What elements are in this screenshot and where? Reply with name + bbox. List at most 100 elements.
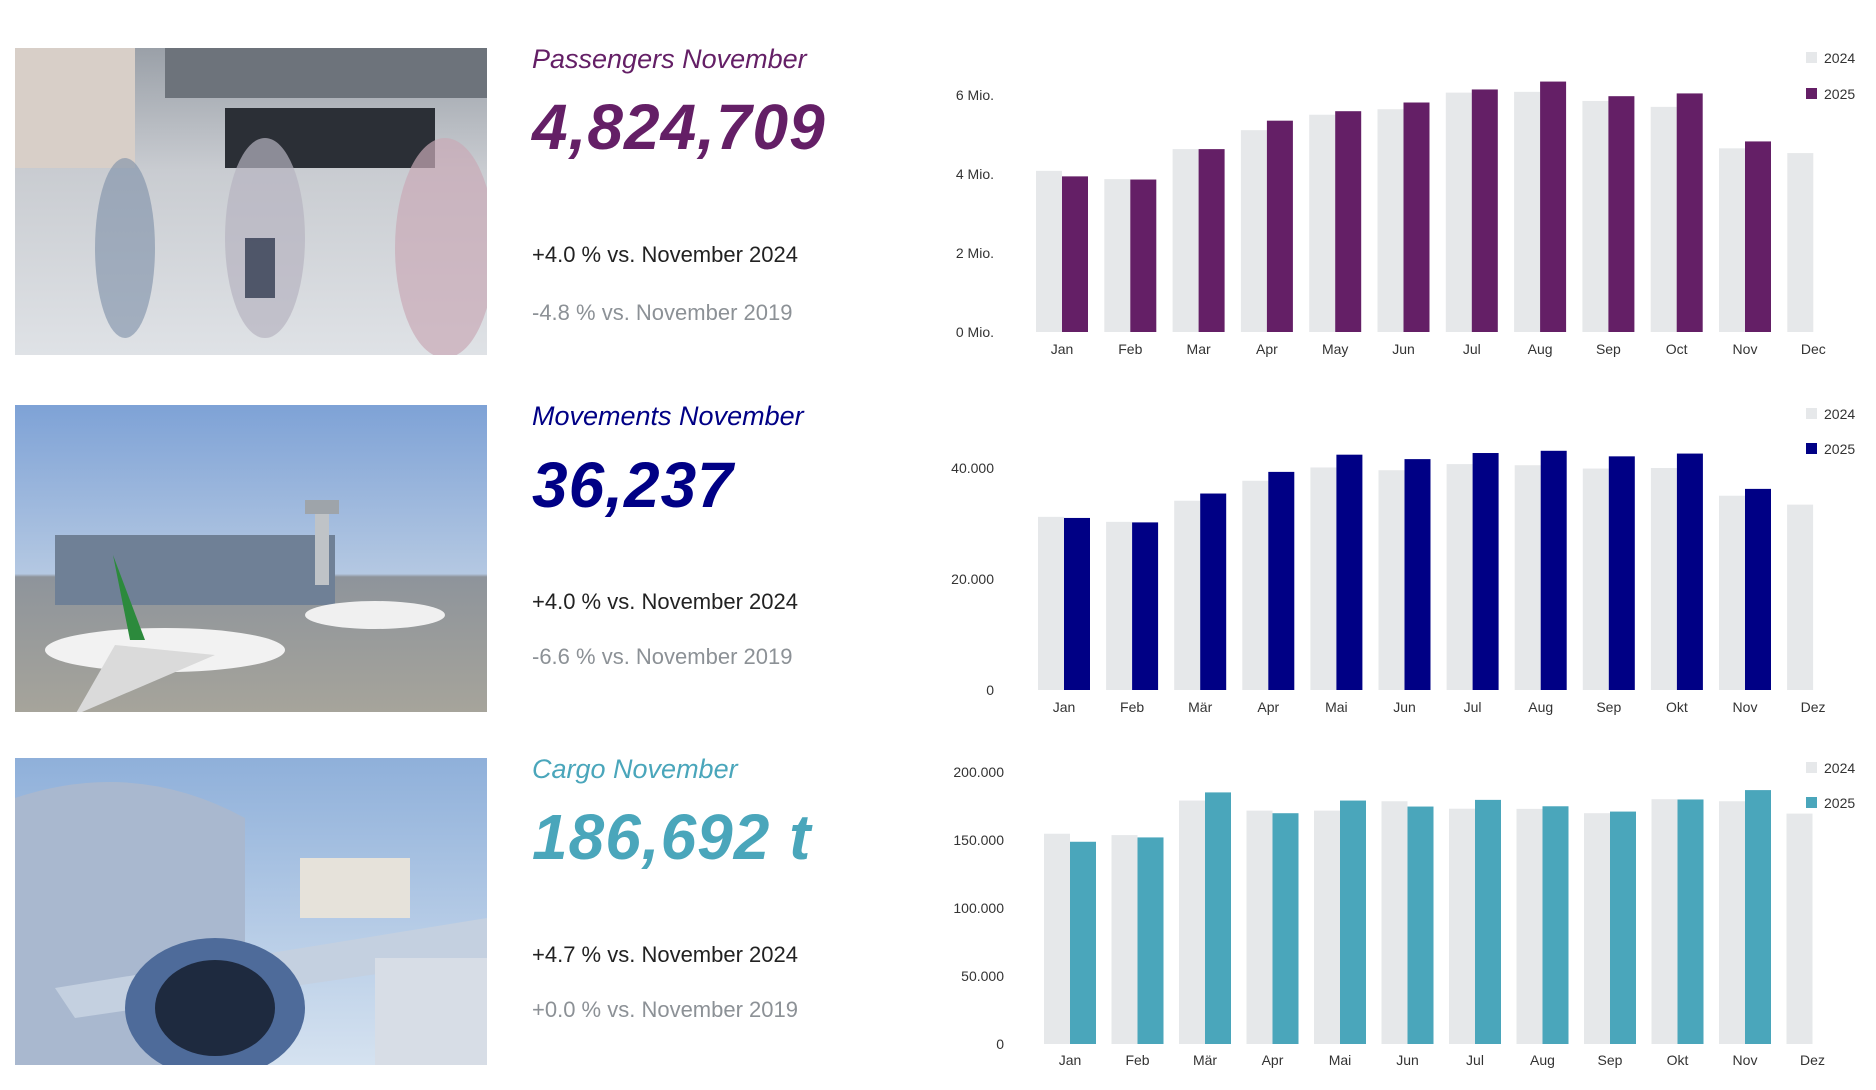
- x-tick-label: Jan: [1051, 341, 1074, 357]
- kpi-value: 36,237: [532, 449, 734, 521]
- legend-label: 2024: [1824, 760, 1855, 776]
- x-tick-label: Feb: [1120, 699, 1144, 715]
- airport-terminal-photo: [15, 48, 487, 355]
- legend-label: 2024: [1824, 50, 1855, 66]
- bar-2025-Aug: [1540, 81, 1567, 332]
- bar-2025-Nov: [1745, 141, 1771, 332]
- bar-2025-Mar: [1198, 149, 1225, 332]
- legend-label: 2024: [1824, 406, 1855, 422]
- y-tick-label: 0: [996, 1036, 1004, 1052]
- comparison-2019: +0.0 % vs. November 2019: [532, 997, 798, 1022]
- y-tick-label: 6 Mio.: [956, 87, 994, 103]
- bar-2025-Aug: [1542, 806, 1569, 1044]
- bar-2024-Jan: [1044, 833, 1070, 1044]
- bar-2025-Feb: [1137, 837, 1164, 1044]
- y-tick-label: 40.000: [951, 460, 994, 476]
- x-tick-label: Aug: [1528, 699, 1553, 715]
- y-tick-label: 150.000: [953, 832, 1004, 848]
- bar-2025-Sep: [1610, 811, 1636, 1044]
- bar-2025-Jul: [1472, 453, 1499, 690]
- x-tick-label: Jun: [1393, 699, 1416, 715]
- bar-2024-Sep: [1582, 100, 1609, 332]
- bar-2025-Mär: [1205, 792, 1231, 1044]
- bar-2024-Aug: [1514, 91, 1541, 332]
- x-tick-label: Oct: [1666, 341, 1688, 357]
- legend-swatch-2024: [1806, 52, 1817, 63]
- legend-label: 2025: [1824, 86, 1855, 102]
- section-title: Movements November: [532, 401, 804, 431]
- bar-2024-Sep: [1582, 468, 1609, 690]
- bar-2024-Nov: [1719, 148, 1745, 332]
- x-tick-label: May: [1322, 341, 1348, 357]
- bar-2025-Oct: [1676, 93, 1703, 332]
- bar-2025-Okt: [1676, 453, 1703, 690]
- bar-2024-Jan: [1036, 170, 1062, 332]
- x-tick-label: Feb: [1118, 341, 1142, 357]
- y-tick-label: 0: [986, 682, 994, 698]
- x-tick-label: Okt: [1666, 699, 1688, 715]
- legend-swatch-2025: [1806, 88, 1817, 99]
- bar-2024-Apr: [1242, 480, 1269, 690]
- bar-2025-Apr: [1272, 813, 1299, 1044]
- comparison-prev-year: +4.7 % vs. November 2024: [532, 942, 798, 967]
- bar-2024-Jul: [1446, 464, 1473, 690]
- x-tick-label: Nov: [1733, 1052, 1758, 1068]
- bar-2025-Feb: [1132, 522, 1159, 690]
- x-tick-label: Sep: [1598, 1052, 1623, 1068]
- bar-2024-Jun: [1377, 109, 1404, 332]
- legend-swatch-2024: [1806, 762, 1817, 773]
- x-tick-label: Mai: [1329, 1052, 1352, 1068]
- bar-2024-Jul: [1449, 808, 1475, 1044]
- bar-2024-Mar: [1172, 149, 1199, 332]
- bar-2024-Oct: [1650, 106, 1677, 332]
- x-tick-label: Apr: [1262, 1052, 1284, 1068]
- bar-2024-Dez: [1787, 504, 1814, 690]
- x-tick-label: Jul: [1464, 699, 1482, 715]
- legend-swatch-2025: [1806, 797, 1817, 808]
- bar-2024-Feb: [1106, 521, 1133, 690]
- bar-2024-Jun: [1381, 801, 1408, 1044]
- comparison-2019: -4.8 % vs. November 2019: [532, 300, 793, 325]
- y-tick-label: 200.000: [953, 764, 1004, 780]
- kpi-value: 4,824,709: [532, 91, 826, 163]
- bar-2025-Jun: [1407, 806, 1434, 1044]
- bar-2025-Okt: [1677, 799, 1704, 1044]
- x-tick-label: Jul: [1466, 1052, 1484, 1068]
- x-tick-label: Jan: [1053, 699, 1076, 715]
- x-tick-label: Aug: [1528, 341, 1553, 357]
- x-tick-label: Jun: [1392, 341, 1415, 357]
- y-tick-label: 4 Mio.: [956, 166, 994, 182]
- x-tick-label: Dez: [1801, 699, 1826, 715]
- bar-2025-May: [1335, 111, 1362, 332]
- bar-2025-Mai: [1340, 800, 1366, 1044]
- x-tick-label: Dez: [1800, 1052, 1825, 1068]
- bar-2025-Apr: [1266, 120, 1293, 332]
- x-tick-label: Apr: [1257, 699, 1279, 715]
- bar-2024-Jan: [1038, 516, 1064, 690]
- cargo-aircraft-photo: [15, 758, 487, 1065]
- x-tick-label: Apr: [1256, 341, 1278, 357]
- bar-2025-Mär: [1200, 493, 1227, 690]
- comparison-prev-year: +4.0 % vs. November 2024: [532, 589, 798, 614]
- aircraft-apron-photo: [15, 405, 487, 712]
- bar-2024-Aug: [1516, 808, 1543, 1044]
- bar-2025-Aug: [1540, 450, 1567, 690]
- bar-2025-Sep: [1608, 96, 1635, 332]
- bar-2025-Jul: [1475, 799, 1501, 1044]
- y-tick-label: 20.000: [951, 571, 994, 587]
- bar-2024-Sep: [1584, 813, 1610, 1044]
- x-tick-label: Mar: [1187, 341, 1211, 357]
- bar-2025-Sep: [1608, 456, 1635, 690]
- bar-2024-Feb: [1111, 835, 1138, 1044]
- x-tick-label: Mai: [1325, 699, 1348, 715]
- comparison-prev-year: +4.0 % vs. November 2024: [532, 242, 798, 267]
- kpi-value: 186,692 t: [532, 801, 812, 873]
- legend-swatch-2025: [1806, 443, 1817, 454]
- comparison-2019: -6.6 % vs. November 2019: [532, 644, 793, 669]
- bar-2024-Okt: [1650, 468, 1677, 690]
- x-tick-label: Jun: [1396, 1052, 1419, 1068]
- bar-2024-Jul: [1445, 92, 1472, 332]
- bar-2025-Jan: [1062, 176, 1088, 332]
- x-tick-label: Dec: [1801, 341, 1826, 357]
- section-title: Cargo November: [532, 754, 738, 784]
